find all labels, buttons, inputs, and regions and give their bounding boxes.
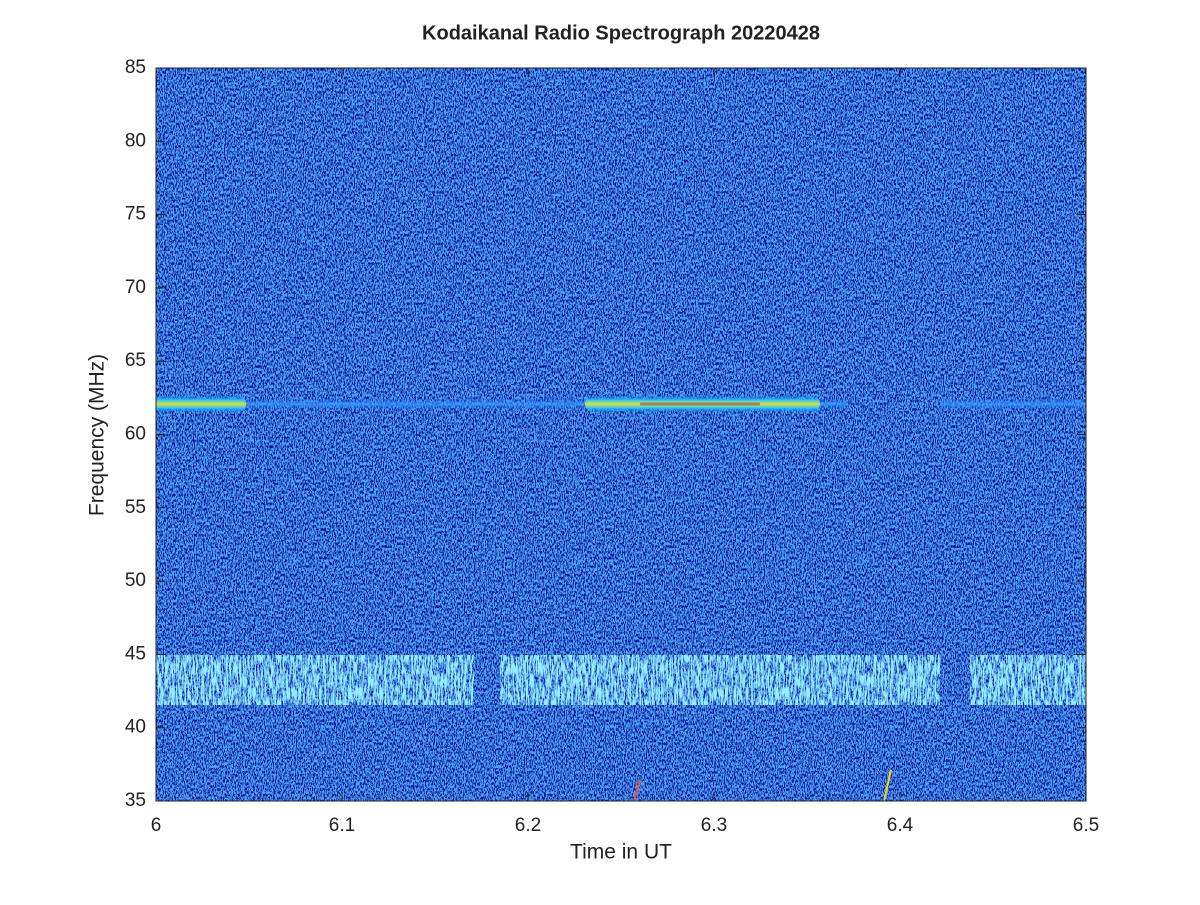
x-tick-label: 6.4	[887, 815, 914, 836]
y-tick-label: 65	[125, 350, 146, 371]
y-tick-label: 80	[125, 130, 146, 151]
x-axis-label: Time in UT	[570, 841, 672, 864]
y-tick-label: 60	[125, 424, 146, 445]
x-tick-label: 6.3	[701, 815, 727, 836]
y-tick-label: 75	[125, 204, 146, 225]
y-tick-label: 35	[125, 790, 146, 811]
y-tick-label: 55	[125, 497, 146, 518]
y-axis-label: Frequency (MHz)	[86, 354, 109, 516]
y-tick-label: 50	[125, 570, 146, 591]
x-tick-label: 6	[151, 815, 162, 836]
y-tick-label: 70	[125, 277, 146, 298]
y-tick-label: 85	[125, 57, 146, 78]
x-tick-label: 6.1	[329, 815, 355, 836]
y-tick-label: 40	[125, 717, 146, 738]
x-tick-label: 6.2	[515, 815, 541, 836]
y-tick-label: 45	[125, 643, 146, 664]
spectrogram-image	[156, 68, 1086, 802]
x-tick-label: 6.5	[1073, 815, 1099, 836]
chart-title: Kodaikanal Radio Spectrograph 20220428	[422, 22, 820, 44]
